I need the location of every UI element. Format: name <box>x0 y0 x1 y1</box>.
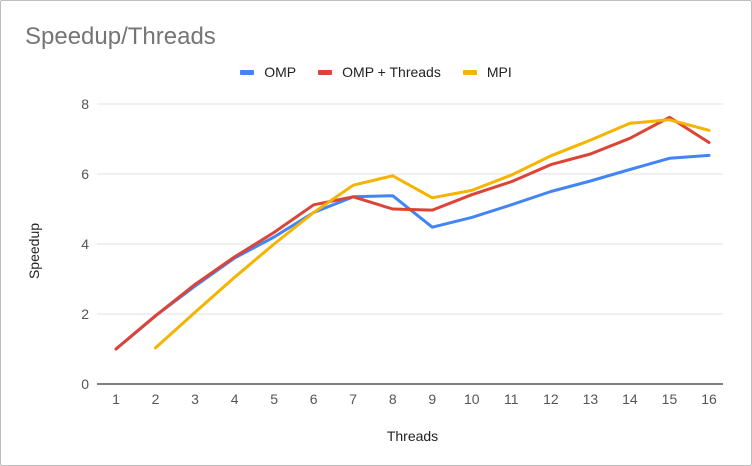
chart-title: Speedup/Threads <box>25 23 216 50</box>
x-tick-label: 2 <box>152 391 160 407</box>
y-tick-label: 0 <box>81 376 89 392</box>
legend-label-omp-threads: OMP + Threads <box>342 64 441 80</box>
legend-entry-omp[interactable]: OMP <box>240 64 296 80</box>
gridlines <box>97 103 723 385</box>
x-tick-label: 15 <box>662 391 678 407</box>
x-tick-label: 13 <box>583 391 599 407</box>
x-tick-label: 14 <box>622 391 638 407</box>
x-tick-label: 8 <box>389 391 397 407</box>
x-tick-label: 12 <box>543 391 559 407</box>
chart-legend: OMP OMP + Threads MPI <box>1 64 751 80</box>
x-tick-labels: 1 2 3 4 5 6 7 8 9 10 11 12 13 14 15 16 <box>112 391 717 407</box>
legend-entry-omp-threads[interactable]: OMP + Threads <box>318 64 441 80</box>
x-tick-label: 4 <box>231 391 239 407</box>
x-tick-label: 7 <box>349 391 357 407</box>
x-tick-label: 10 <box>464 391 480 407</box>
y-axis-label: Speedup <box>26 223 42 279</box>
legend-swatch-omp <box>240 69 255 75</box>
legend-label-mpi: MPI <box>486 64 512 80</box>
series-lines <box>114 115 711 351</box>
y-tick-labels: 0 2 4 6 8 <box>81 96 89 392</box>
legend-swatch-omp-threads <box>318 69 333 75</box>
y-tick-label: 2 <box>81 306 89 322</box>
x-tick-label: 11 <box>504 391 519 407</box>
legend-label-omp: OMP <box>264 64 297 80</box>
x-tick-label: 1 <box>112 391 120 407</box>
y-tick-label: 8 <box>81 96 89 112</box>
y-tick-label: 6 <box>81 166 89 182</box>
series-line-omp-threads[interactable] <box>114 115 711 351</box>
series-line-mpi[interactable] <box>154 118 711 350</box>
x-tick-label: 6 <box>310 391 318 407</box>
x-tick-label: 9 <box>428 391 436 407</box>
x-tick-label: 16 <box>701 391 717 407</box>
y-tick-label: 4 <box>81 236 89 252</box>
x-tick-label: 3 <box>191 391 199 407</box>
x-tick-label: 5 <box>270 391 278 407</box>
legend-entry-mpi[interactable]: MPI <box>462 64 512 80</box>
x-axis-label: Threads <box>387 428 438 444</box>
series-line-omp[interactable] <box>114 153 711 351</box>
legend-swatch-mpi <box>462 69 477 75</box>
